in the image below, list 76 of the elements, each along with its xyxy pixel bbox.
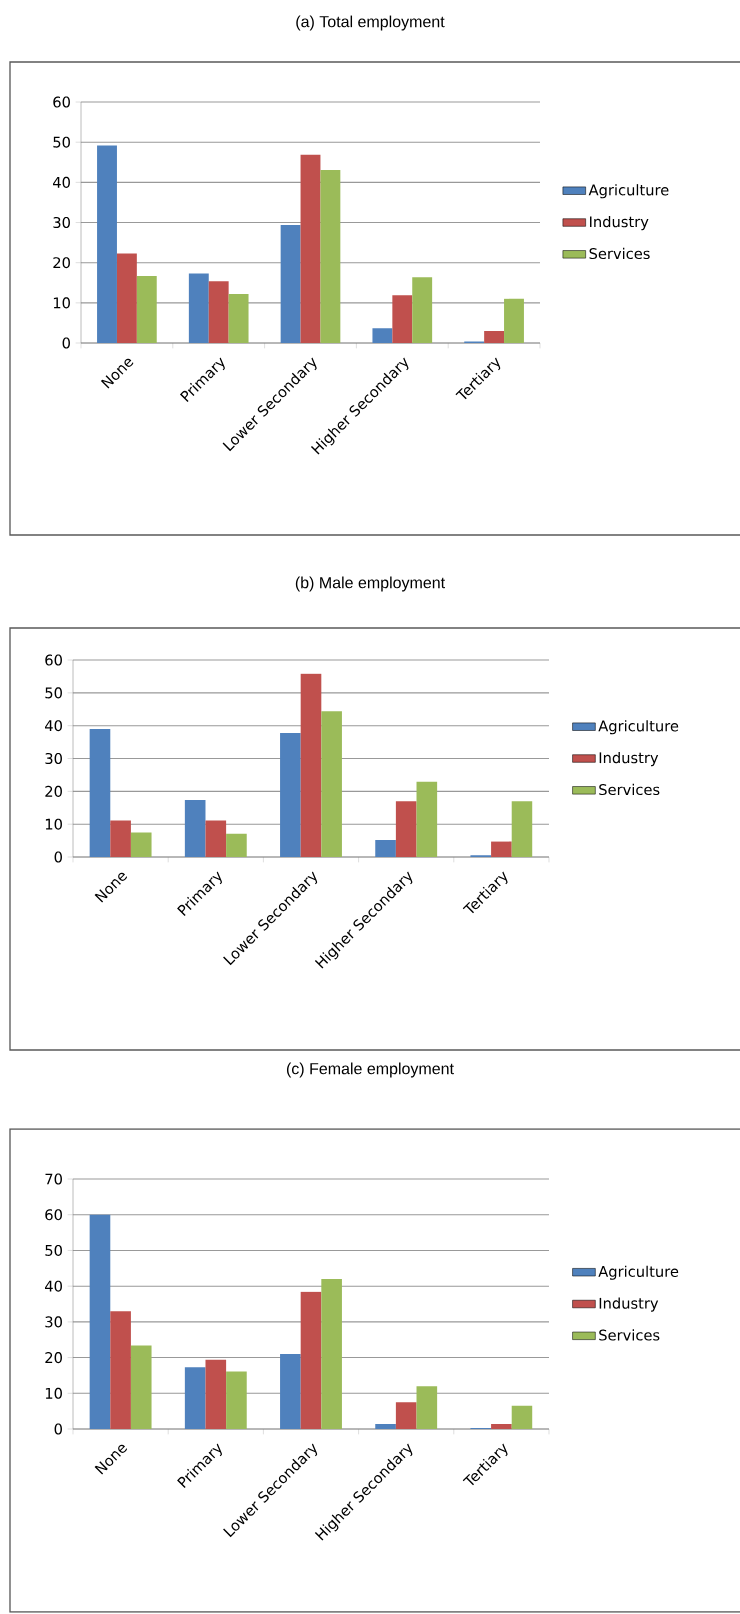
- y-tick-label: 60: [45, 654, 62, 666]
- bar: [372, 328, 393, 344]
- bar: [130, 832, 152, 858]
- bar: [375, 839, 396, 858]
- y-tick-label: 20: [53, 257, 70, 269]
- bar: [226, 833, 247, 858]
- bar: [205, 1359, 227, 1430]
- y-tick-label: 60: [53, 96, 70, 108]
- y-tick-label: 60: [45, 1209, 62, 1221]
- bar: [412, 277, 433, 344]
- legend-label: Services: [599, 783, 660, 796]
- bar: [184, 799, 206, 858]
- bar: [511, 1405, 533, 1430]
- y-tick-label: 50: [45, 1244, 62, 1256]
- bar: [321, 711, 342, 858]
- y-tick-label: 50: [53, 136, 70, 148]
- bar: [375, 1424, 396, 1430]
- bar: [416, 1386, 438, 1430]
- bar: [491, 1424, 512, 1430]
- y-tick-label: 10: [45, 1387, 62, 1399]
- y-tick-label: 20: [45, 1352, 62, 1364]
- bar: [116, 253, 137, 344]
- bar: [395, 1402, 417, 1430]
- bar: [130, 1345, 152, 1430]
- bar: [321, 1279, 342, 1430]
- bar: [416, 781, 438, 858]
- bar: [392, 295, 413, 344]
- chart-title: (a) Total employment: [296, 15, 445, 31]
- y-tick-label: 30: [45, 752, 62, 765]
- y-tick-label: 20: [45, 785, 62, 797]
- bar: [89, 1214, 111, 1430]
- bar: [300, 1291, 322, 1430]
- bar: [280, 224, 301, 344]
- bar: [184, 1367, 206, 1430]
- y-tick-label: 50: [45, 687, 62, 699]
- bar: [110, 820, 131, 858]
- y-tick-label: 30: [53, 216, 70, 229]
- legend-label: Agriculture: [598, 1265, 679, 1280]
- bar: [280, 1354, 301, 1430]
- bar: [228, 294, 249, 344]
- bar: [97, 145, 117, 344]
- bar: [188, 273, 209, 344]
- y-tick-label: 0: [54, 851, 62, 863]
- y-tick-label: 40: [45, 720, 62, 732]
- legend-label: Agriculture: [598, 720, 679, 735]
- y-tick-label: 40: [45, 1280, 62, 1292]
- bar: [395, 801, 417, 858]
- bar: [511, 801, 533, 858]
- bar: [226, 1371, 247, 1430]
- bar: [208, 281, 229, 344]
- bar: [491, 841, 512, 858]
- legend-label: Industry: [599, 1297, 659, 1312]
- bar: [300, 154, 321, 344]
- bar: [110, 1311, 131, 1430]
- bar: [300, 673, 322, 858]
- y-tick-label: 30: [45, 1316, 62, 1328]
- y-tick-label: 0: [62, 337, 70, 349]
- bar: [136, 275, 157, 344]
- bar: [280, 732, 301, 858]
- y-tick-label: 0: [54, 1423, 62, 1435]
- chart-title: (b) Male employment: [295, 576, 445, 592]
- bar: [89, 728, 111, 858]
- chart-title: (c) Female employment: [286, 1062, 454, 1078]
- y-tick-label: 40: [53, 176, 70, 188]
- y-tick-label: 10: [45, 818, 62, 830]
- legend-label: Industry: [599, 751, 659, 767]
- y-tick-label: 10: [53, 297, 70, 309]
- bar: [320, 169, 341, 344]
- bar: [484, 330, 505, 344]
- legend-label: Agriculture: [588, 184, 669, 199]
- legend-label: Services: [599, 1329, 660, 1341]
- legend-label: Services: [589, 247, 650, 260]
- legend-label: Industry: [590, 215, 649, 231]
- bar: [205, 820, 227, 858]
- y-tick-label: 70: [45, 1173, 62, 1185]
- bar: [504, 298, 524, 344]
